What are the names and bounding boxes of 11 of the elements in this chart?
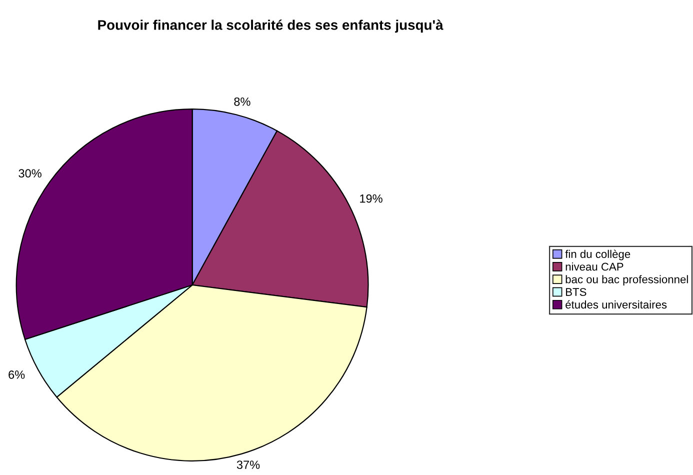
legend-label: bac ou bac professionnel (566, 275, 688, 286)
data-label: 19% (360, 194, 382, 203)
legend-label: BTS (566, 288, 586, 296)
legend-label: études universitaires (566, 300, 667, 309)
legend-label: fin du collège (565, 250, 630, 260)
data-label: 37% (236, 460, 260, 469)
legend-label: niveau CAP (566, 262, 624, 271)
data-label: 6% (8, 370, 25, 379)
data-label: 30% (18, 169, 42, 178)
data-label: 8% (234, 97, 250, 106)
chart-title: Pouvoir financer la scolarité des ses enfants jusqu'à (98, 20, 444, 33)
